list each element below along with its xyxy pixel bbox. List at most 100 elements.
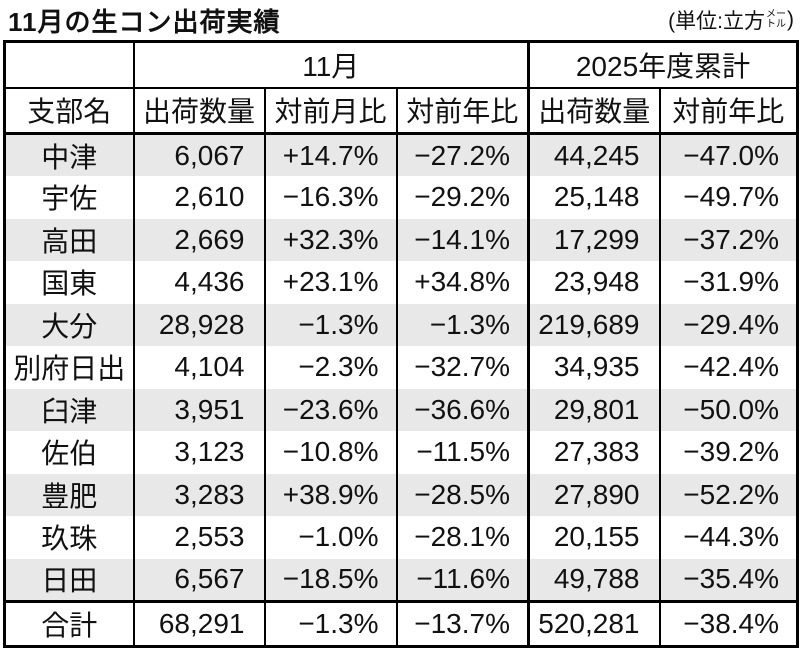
yoy-pct: −1.3% bbox=[395, 303, 529, 346]
table-row: 豊肥 3,283 +38.9% −28.5% 27,890 −52.2% bbox=[4, 473, 798, 516]
yoy-pct: −11.6% bbox=[395, 558, 529, 601]
month-qty: 6,067 bbox=[132, 133, 265, 176]
col-header-ytd-yoy: 対前年比 bbox=[658, 87, 798, 135]
table-row: 臼津 3,951 −23.6% −36.6% 29,801 −50.0% bbox=[4, 388, 798, 431]
col-header-yoy: 対前年比 bbox=[395, 87, 529, 135]
month-qty: 2,669 bbox=[132, 218, 265, 261]
ytd-qty: 27,890 bbox=[527, 473, 660, 516]
mom-pct: −1.0% bbox=[263, 516, 397, 559]
group-header-ytd: 2025年度累計 bbox=[526, 41, 798, 89]
ytd-qty: 219,689 bbox=[527, 303, 660, 346]
branch-name: 別府日出 bbox=[13, 353, 126, 385]
yoy-pct: −28.5% bbox=[395, 473, 529, 516]
branch-name: 宇佐 bbox=[41, 183, 98, 215]
month-qty: 4,436 bbox=[132, 261, 265, 304]
yoy-pct: −14.1% bbox=[395, 218, 529, 261]
yoy-pct: −36.6% bbox=[395, 388, 529, 431]
ytd-qty: 25,148 bbox=[527, 176, 660, 219]
ytd-yoy-pct: −39.2% bbox=[658, 431, 798, 474]
total-month-qty: 68,291 bbox=[132, 599, 265, 646]
branch-name: 大分 bbox=[41, 310, 98, 342]
table-row: 大分 28,928 −1.3% −1.3% 219,689 −29.4% bbox=[4, 303, 798, 346]
ytd-yoy-pct: −37.2% bbox=[658, 218, 798, 261]
month-qty: 6,567 bbox=[132, 558, 265, 601]
title-bar: 11月の生コン出荷実績 (単位:立方 メー トル ) bbox=[0, 0, 800, 37]
branch-name: 臼津 bbox=[41, 395, 98, 427]
month-qty: 3,951 bbox=[132, 388, 265, 431]
mom-pct: +32.3% bbox=[263, 218, 397, 261]
unit-note-suffix: ) bbox=[787, 8, 794, 31]
month-qty: 4,104 bbox=[132, 346, 265, 389]
table-row: 宇佐 2,610 −16.3% −29.2% 25,148 −49.7% bbox=[5, 176, 798, 219]
ytd-qty: 17,299 bbox=[527, 218, 660, 261]
total-ytd-yoy-pct: −38.4% bbox=[658, 599, 798, 646]
yoy-pct: −11.5% bbox=[395, 431, 529, 474]
yoy-pct: −32.7% bbox=[395, 346, 529, 389]
column-header-row: 支部名 出荷数量 対前月比 対前年比 出荷数量 対前年比 bbox=[4, 87, 798, 135]
unit-note-prefix: (単位:立方 bbox=[668, 10, 765, 33]
month-qty: 3,283 bbox=[132, 473, 265, 516]
branch-name: 豊肥 bbox=[41, 480, 98, 512]
page-title: 11月の生コン出荷実績 bbox=[8, 6, 281, 37]
col-header-branch: 支部名 bbox=[4, 87, 134, 135]
col-header-mom: 対前月比 bbox=[263, 87, 397, 135]
ytd-qty: 44,245 bbox=[527, 133, 660, 176]
table-row: 国東 4,436 +23.1% +34.8% 23,948 −31.9% bbox=[5, 261, 798, 304]
branch-name: 中津 bbox=[41, 141, 98, 173]
ytd-qty: 49,788 bbox=[527, 558, 660, 601]
mom-pct: −1.3% bbox=[263, 303, 397, 346]
ytd-yoy-pct: −42.4% bbox=[658, 346, 798, 389]
mom-pct: −2.3% bbox=[263, 346, 397, 389]
ytd-qty: 27,383 bbox=[527, 431, 660, 474]
mom-pct: +14.7% bbox=[263, 133, 397, 176]
group-header-month: 11月 bbox=[132, 41, 529, 89]
mom-pct: +38.9% bbox=[263, 473, 397, 516]
table-body: 中津 6,067 +14.7% −27.2% 44,245 −47.0% 宇佐 … bbox=[4, 133, 798, 646]
mom-pct: −23.6% bbox=[263, 388, 397, 431]
month-qty: 2,553 bbox=[132, 516, 265, 559]
yoy-pct: −27.2% bbox=[395, 133, 529, 176]
shipment-table: 11月 2025年度累計 支部名 出荷数量 対前月比 対前年比 出荷数量 対前年… bbox=[3, 40, 800, 648]
yoy-pct: +34.8% bbox=[395, 261, 529, 304]
ytd-yoy-pct: −35.4% bbox=[658, 558, 798, 601]
branch-name: 玖珠 bbox=[41, 523, 98, 555]
table-header: 11月 2025年度累計 支部名 出荷数量 対前月比 対前年比 出荷数量 対前年… bbox=[4, 41, 798, 135]
table-row: 玖珠 2,553 −1.0% −28.1% 20,155 −44.3% bbox=[5, 516, 798, 559]
table-row: 別府日出 4,104 −2.3% −32.7% 34,935 −42.4% bbox=[5, 346, 798, 389]
unit-note-meter-bottom: トル bbox=[766, 19, 786, 30]
branch-name: 高田 bbox=[41, 225, 98, 257]
table-row: 中津 6,067 +14.7% −27.2% 44,245 −47.0% bbox=[4, 133, 798, 176]
month-qty: 2,610 bbox=[132, 176, 265, 219]
table-row: 日田 6,567 −18.5% −11.6% 49,788 −35.4% bbox=[4, 558, 798, 601]
total-label: 合計 bbox=[4, 599, 134, 646]
total-mom-pct: −1.3% bbox=[263, 599, 397, 646]
month-qty: 3,123 bbox=[132, 431, 265, 474]
ytd-yoy-pct: −50.0% bbox=[658, 388, 798, 431]
total-yoy-pct: −13.7% bbox=[395, 599, 529, 646]
mom-pct: −16.3% bbox=[263, 176, 397, 219]
table-row: 佐伯 3,123 −10.8% −11.5% 27,383 −39.2% bbox=[5, 431, 798, 474]
branch-name: 国東 bbox=[41, 268, 98, 300]
ytd-yoy-pct: −44.3% bbox=[658, 516, 798, 559]
branch-name: 佐伯 bbox=[41, 438, 98, 470]
col-header-month-qty: 出荷数量 bbox=[132, 87, 265, 135]
ytd-qty: 20,155 bbox=[527, 516, 660, 559]
month-qty: 28,928 bbox=[132, 303, 265, 346]
ytd-yoy-pct: −47.0% bbox=[658, 133, 798, 176]
col-header-ytd-qty: 出荷数量 bbox=[527, 87, 660, 135]
ytd-yoy-pct: −49.7% bbox=[658, 176, 798, 219]
group-header-row: 11月 2025年度累計 bbox=[4, 41, 798, 89]
branch-name: 日田 bbox=[41, 565, 98, 596]
unit-note-meter-stack: メー トル bbox=[766, 10, 786, 30]
mom-pct: −18.5% bbox=[263, 558, 397, 601]
mom-pct: +23.1% bbox=[263, 261, 397, 304]
ytd-yoy-pct: −29.4% bbox=[658, 303, 798, 346]
ytd-qty: 34,935 bbox=[527, 346, 660, 389]
ytd-yoy-pct: −31.9% bbox=[658, 261, 798, 304]
table-row: 高田 2,669 +32.3% −14.1% 17,299 −37.2% bbox=[4, 218, 798, 261]
total-row: 合計 68,291 −1.3% −13.7% 520,281 −38.4% bbox=[4, 599, 798, 646]
yoy-pct: −29.2% bbox=[395, 176, 529, 219]
unit-note: (単位:立方 メー トル ) bbox=[668, 5, 794, 35]
ytd-yoy-pct: −52.2% bbox=[658, 473, 798, 516]
